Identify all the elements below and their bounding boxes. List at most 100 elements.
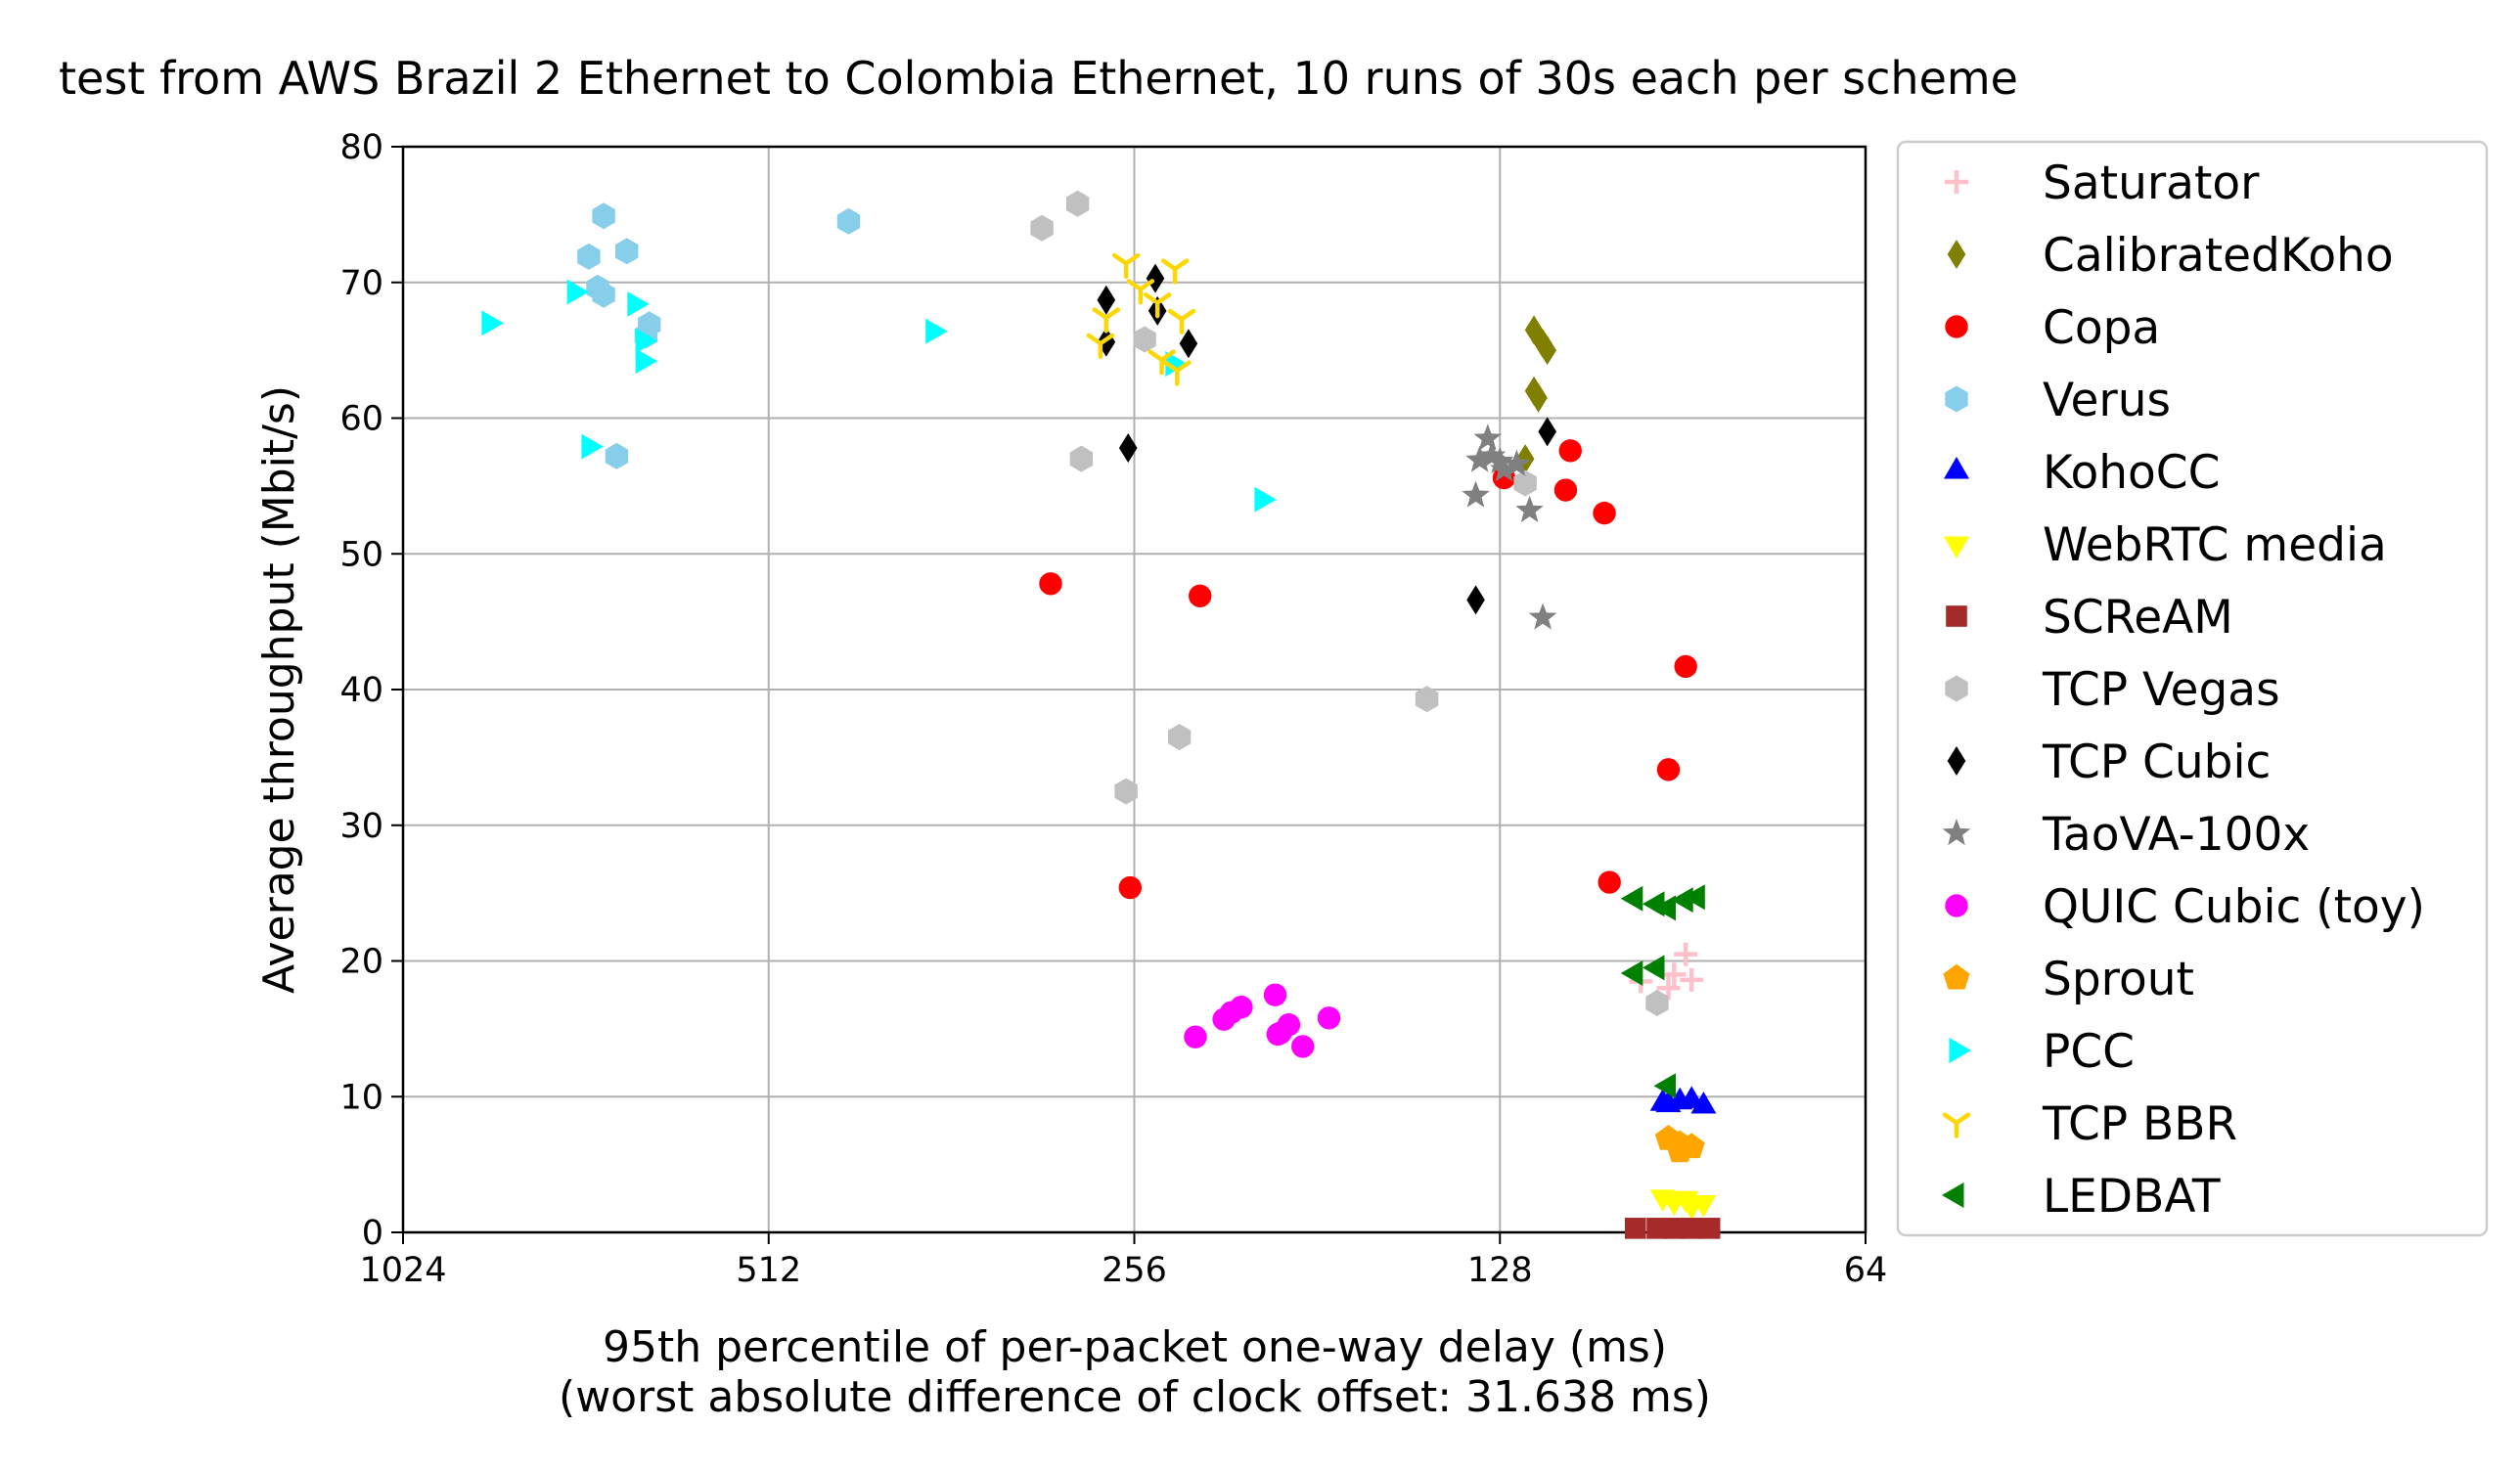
legend-marker [1947,746,1966,776]
data-point [1163,360,1192,386]
data-point [1466,585,1485,615]
data-point [1663,1218,1686,1239]
data-point [1674,942,1698,966]
data-point [1674,654,1697,679]
axis-ticks: 1024 512 256 128 64 0 10 20 30 40 50 60 70 80 [339,128,1887,1290]
data-point [1666,1137,1693,1163]
data-point [1490,455,1518,482]
data-point [1646,1218,1668,1239]
legend-marker [1949,1038,1971,1063]
y-tick-label: 80 [339,128,383,167]
data-point [592,281,615,308]
data-point [635,348,658,375]
data-point [1291,1035,1315,1058]
data-point [1679,1197,1705,1221]
data-point [1662,962,1687,987]
data-point [1624,1218,1646,1239]
series-tcp-vegas [1030,190,1669,1016]
data-point [481,310,504,336]
legend-label: CalibratedKoho [2043,229,2394,283]
legend-item-copa: Copa [1945,301,2160,355]
legend-label: QUIC Cubic (toy) [2043,880,2425,934]
legend-frame [1896,140,2489,1237]
legend-marker [1946,605,1967,627]
data-point [1086,333,1115,359]
data-point [1653,1073,1676,1099]
legend-label: TCP Vegas [2042,663,2280,717]
data-point [1069,445,1094,472]
legend-marker [1944,457,1969,479]
data-point [1486,446,1514,473]
data-point [1681,1218,1702,1239]
x-tick-label: 128 [1467,1251,1533,1290]
series-quic-cubic-toy [1184,983,1341,1058]
series-ledbat [1620,884,1705,1099]
x-tick-label: 512 [736,1251,801,1290]
data-point [1477,441,1507,468]
y-tick-label: 20 [339,943,383,982]
data-point [1656,976,1681,1001]
legend-item-verus: Verus [1945,374,2171,427]
data-point [1146,263,1165,293]
series-calibratedkoho [1515,315,1557,474]
y-tick-label: 50 [339,535,383,574]
data-point [1538,417,1557,447]
legend-item-taova-100x: TaoVA-100x [1942,808,2310,862]
legend: Saturator CalibratedKoho Copa Verus KohoCC We… [1896,140,2489,1237]
legend-item-kohocc: KohoCC [1944,446,2220,500]
data-point [1092,307,1121,334]
data-point [1160,258,1190,285]
legend-item-ledbat: LEDBAT [1942,1170,2221,1224]
y-tick-label: 40 [339,671,383,710]
legend-item-quic-cubic-toy: QUIC Cubic (toy) [1945,880,2425,934]
legend-item-tcp-vegas: TCP Vegas [1945,663,2280,717]
data-point [615,238,639,265]
legend-label: PCC [2043,1025,2135,1079]
data-point [1529,382,1548,413]
data-point [1679,1086,1705,1108]
legend-marker [1945,385,1968,413]
data-point [925,318,948,344]
data-point [836,207,861,235]
data-point [1168,724,1192,751]
data-point [1118,875,1143,900]
data-point [1030,214,1054,242]
legend-item-saturator: Saturator [1945,156,2260,210]
data-point [1642,955,1665,981]
series-scream [1624,1218,1721,1239]
data-point [1620,960,1643,986]
data-point [1620,885,1643,912]
data-point [1263,983,1287,1006]
data-point [1266,1022,1289,1047]
series-kohocc [1649,1086,1717,1114]
legend-marker [1945,675,1968,702]
x-axis-title: 95th percentile of per-packet one-way de… [603,1322,1667,1372]
data-point [1680,967,1704,992]
data-point [1165,351,1188,377]
legend-item-pcc: PCC [1949,1025,2135,1079]
legend-marker [1942,819,1971,846]
legend-item-tcp-cubic: TCP Cubic [1947,736,2271,789]
legend-item-webrtc-media: WebRTC media [1944,518,2387,572]
legend-label: Saturator [2043,156,2260,210]
data-point [1065,190,1090,217]
data-points [481,190,1721,1239]
data-point [1126,279,1155,305]
legend-marker [1943,963,1970,990]
data-point [1254,486,1277,513]
legend-label: LEDBAT [2043,1170,2221,1224]
series-tcp-bbr [1086,252,1196,386]
data-point [1097,285,1116,315]
data-point [1415,686,1439,713]
data-point [1698,1218,1721,1239]
legend-marker [1945,170,1968,194]
data-point [1039,572,1062,596]
data-point [1462,480,1490,508]
legend-item-sprout: Sprout [1943,953,2194,1006]
data-point [1473,424,1502,451]
legend-marker [1947,240,1966,269]
data-point [635,328,658,354]
data-point [1683,884,1705,911]
x-axis-subtitle: (worst absolute difference of clock offs… [559,1372,1711,1422]
